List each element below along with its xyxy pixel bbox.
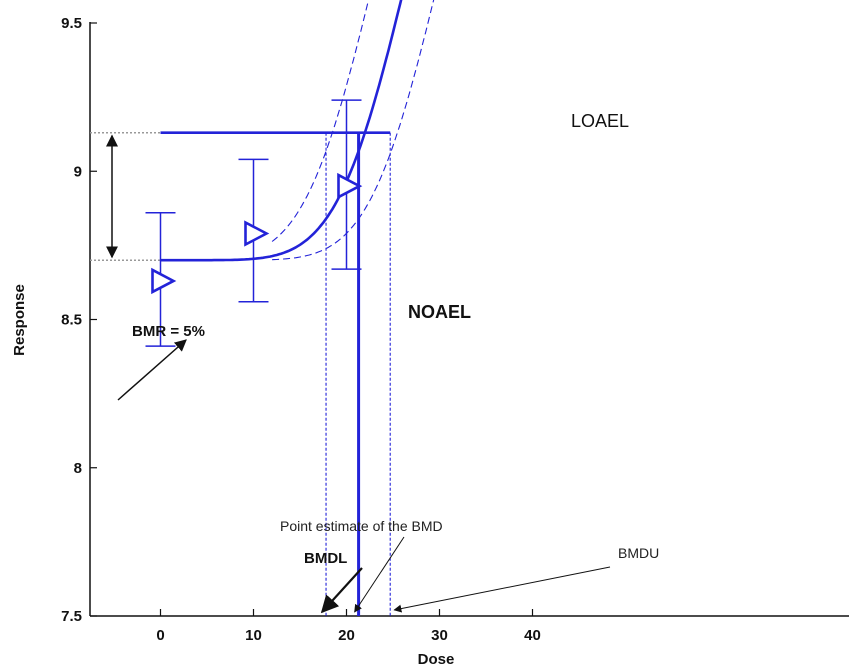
y-tick-label: 8	[74, 460, 82, 477]
data-point	[337, 172, 363, 200]
x-tick-label: 0	[156, 627, 164, 644]
bmdl-label: BMDL	[304, 550, 347, 567]
x-tick-label: 20	[338, 627, 355, 644]
confidence-lower-curve	[272, 0, 435, 261]
noael-label: NOAEL	[408, 302, 471, 322]
fit-curve	[160, 0, 403, 262]
y-tick-label: 7.5	[61, 608, 82, 625]
annotation-arrows	[106, 134, 611, 614]
data-point	[151, 267, 177, 295]
bmdu-arrow	[393, 566, 611, 613]
y-axis-label: Response	[11, 284, 28, 356]
bmd-point-arrow	[354, 536, 405, 613]
bmdl-arrow	[320, 567, 363, 614]
x-ticks: 0 10 20 30 40	[156, 609, 541, 644]
bmr-label-arrow	[117, 339, 187, 401]
y-ticks: 7.588.599.51010.51111.5	[61, 15, 97, 625]
error-bars	[145, 99, 362, 347]
reference-lines	[90, 131, 391, 616]
x-tick-label: 40	[524, 627, 541, 644]
fit-curve-group	[160, 0, 403, 262]
bmr-label: BMR = 5%	[132, 323, 205, 340]
confidence-band	[271, 0, 435, 261]
loael-label: LOAEL	[571, 111, 629, 131]
data-points	[151, 172, 363, 295]
bmd-point-label: Point estimate of the BMD	[280, 518, 443, 534]
bmdu-label: BMDU	[618, 545, 659, 561]
data-point	[244, 220, 270, 247]
x-axis-label: Dose	[418, 651, 455, 668]
y-tick-label: 8.5	[61, 312, 82, 329]
y-tick-label: 9	[74, 163, 82, 180]
y-tick-label: 9.5	[61, 15, 82, 32]
x-tick-label: 30	[431, 627, 448, 644]
x-tick-label: 10	[245, 627, 262, 644]
confidence-upper-curve	[271, 0, 370, 242]
